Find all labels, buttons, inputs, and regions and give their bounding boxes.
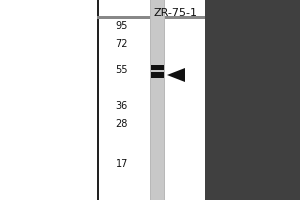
Bar <box>97 0 205 200</box>
Text: 55: 55 <box>116 65 128 75</box>
Bar <box>97 0 99 200</box>
Bar <box>151 72 164 78</box>
Text: 72: 72 <box>116 39 128 49</box>
Text: 95: 95 <box>116 21 128 31</box>
Bar <box>151 64 164 70</box>
Text: 28: 28 <box>116 119 128 129</box>
Bar <box>97 16 205 19</box>
Polygon shape <box>167 68 185 82</box>
Bar <box>151 0 164 200</box>
Bar <box>0 0 97 200</box>
Bar <box>205 0 300 200</box>
Bar <box>150 0 165 200</box>
Text: 36: 36 <box>116 101 128 111</box>
Text: ZR-75-1: ZR-75-1 <box>153 8 197 18</box>
Text: 17: 17 <box>116 159 128 169</box>
